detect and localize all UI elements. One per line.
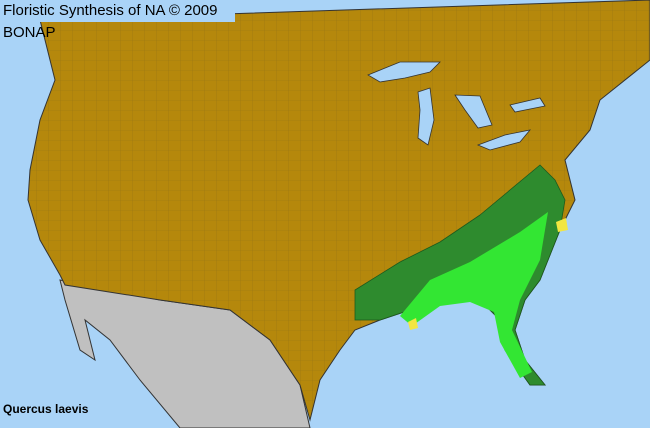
- lake-ontario: [509, 97, 546, 113]
- lake-superior: [367, 61, 441, 83]
- lake-huron: [454, 94, 493, 129]
- lake-michigan: [417, 87, 435, 146]
- lake-erie: [476, 129, 532, 151]
- species-label: Quercus laevis: [3, 402, 89, 416]
- map-title: Floristic Synthesis of NA © 2009 BONAP: [0, 0, 235, 41]
- great-lakes: [367, 61, 546, 151]
- range-light-green: [400, 212, 548, 378]
